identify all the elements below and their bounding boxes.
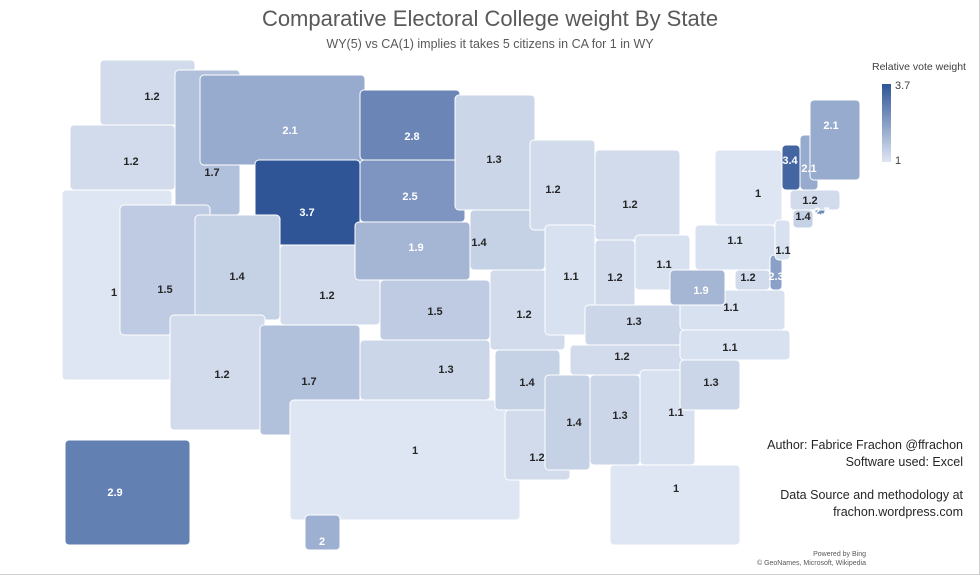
state-value-label: 1.1 <box>723 302 738 314</box>
chart-title: Comparative Electoral College weight By … <box>261 6 719 31</box>
state-region <box>781 144 801 191</box>
state-value-label: 1.2 <box>516 309 531 321</box>
state-value-label: 1.4 <box>795 211 811 223</box>
state-value-label: 2.8 <box>404 131 419 143</box>
state-value-label: 1.2 <box>614 351 629 363</box>
state-value-label: 1.9 <box>693 285 708 297</box>
state-value-label: 1.3 <box>703 377 718 389</box>
state-value-label: 1.2 <box>144 91 159 103</box>
state-value-label: 1.5 <box>157 284 172 296</box>
state-value-label: 1.3 <box>612 410 627 422</box>
state-region <box>304 514 341 551</box>
chart-subtitle: WY(5) vs CA(1) implies it takes 5 citize… <box>326 37 654 51</box>
state-value-label: 1.4 <box>566 417 582 429</box>
state-value-label: 3.4 <box>782 155 798 167</box>
state-region <box>359 89 461 161</box>
legend-min-label: 1 <box>895 155 902 167</box>
state-region <box>64 439 191 546</box>
state-value-label: 1.1 <box>563 271 578 283</box>
state-value-label: 1.4 <box>519 377 535 389</box>
state-region <box>454 94 536 211</box>
state-value-label: 2.1 <box>823 120 838 132</box>
attribution: Powered by Bing © GeoNames, Microsoft, W… <box>757 550 866 568</box>
state-value-label: 1.2 <box>545 184 560 196</box>
credits: Author: Fabrice Frachon @ffrachon Softwa… <box>767 437 963 521</box>
state-value-label: 1.1 <box>727 235 742 247</box>
state-region <box>594 149 681 241</box>
state-value-label: 1.2 <box>123 156 138 168</box>
source-text: Data Source and methodology at <box>780 488 963 502</box>
state-value-label: 1.2 <box>802 195 817 207</box>
state-value-label: 2.1 <box>801 163 816 175</box>
state-value-label: 3.7 <box>299 207 314 219</box>
state-value-label: 1.4 <box>471 237 487 249</box>
state-value-label: 1.3 <box>438 364 453 376</box>
state-value-label: 1.2 <box>529 452 544 464</box>
legend-max-label: 3.7 <box>895 80 911 92</box>
state-value-label: 1.1 <box>668 407 683 419</box>
state-value-label: 1.4 <box>229 271 245 283</box>
state-value-label: 1.2 <box>214 369 229 381</box>
state-value-label: 1.2 <box>740 272 755 284</box>
state-value-label: 2.1 <box>282 125 297 137</box>
state-value-label: 1 <box>111 287 117 299</box>
state-value-label: 1.1 <box>656 259 671 271</box>
state-region <box>289 399 521 521</box>
state-value-label: 1.5 <box>427 306 442 318</box>
software-text: Software used: Excel <box>845 455 963 469</box>
state-region <box>774 219 791 261</box>
state-value-label: 1.2 <box>622 199 637 211</box>
state-region <box>694 224 776 271</box>
state-value-label: 1 <box>755 188 761 200</box>
author-text: Author: Fabrice Frachon @ffrachon <box>767 438 963 452</box>
state-region <box>359 339 491 401</box>
state-region <box>529 139 596 231</box>
source-url: frachon.wordpress.com <box>833 505 963 519</box>
state-value-label: 1 <box>673 483 679 495</box>
state-value-label: 1.9 <box>408 242 423 254</box>
state-region <box>609 464 741 546</box>
state-region <box>194 214 281 321</box>
state-value-label: 1.3 <box>486 154 501 166</box>
state-value-label: 1.3 <box>626 316 641 328</box>
state-region <box>809 99 861 181</box>
state-value-label: 2.7 <box>814 206 829 218</box>
state-region <box>714 149 783 226</box>
state-value-label: 1.7 <box>301 376 316 388</box>
state-value-label: 1.2 <box>319 290 334 302</box>
state-value-label: 2 <box>319 536 325 548</box>
state-value-label: 1.1 <box>722 342 737 354</box>
powered-by-text: Powered by Bing <box>813 551 866 558</box>
legend-gradient <box>882 84 891 162</box>
state-value-label: 1.7 <box>204 167 219 179</box>
state-value-label: 2.5 <box>402 191 417 203</box>
state-region <box>199 74 366 166</box>
state-value-label: 1 <box>412 445 418 457</box>
state-value-label: 1.2 <box>607 272 622 284</box>
state-value-label: 2.3 <box>768 271 783 283</box>
state-value-label: 1.1 <box>775 245 790 257</box>
copyright-text: © GeoNames, Microsoft, Wikipedia <box>756 560 866 567</box>
state-value-label: 2.9 <box>107 487 122 499</box>
legend-title: Relative vote weight <box>872 61 966 73</box>
